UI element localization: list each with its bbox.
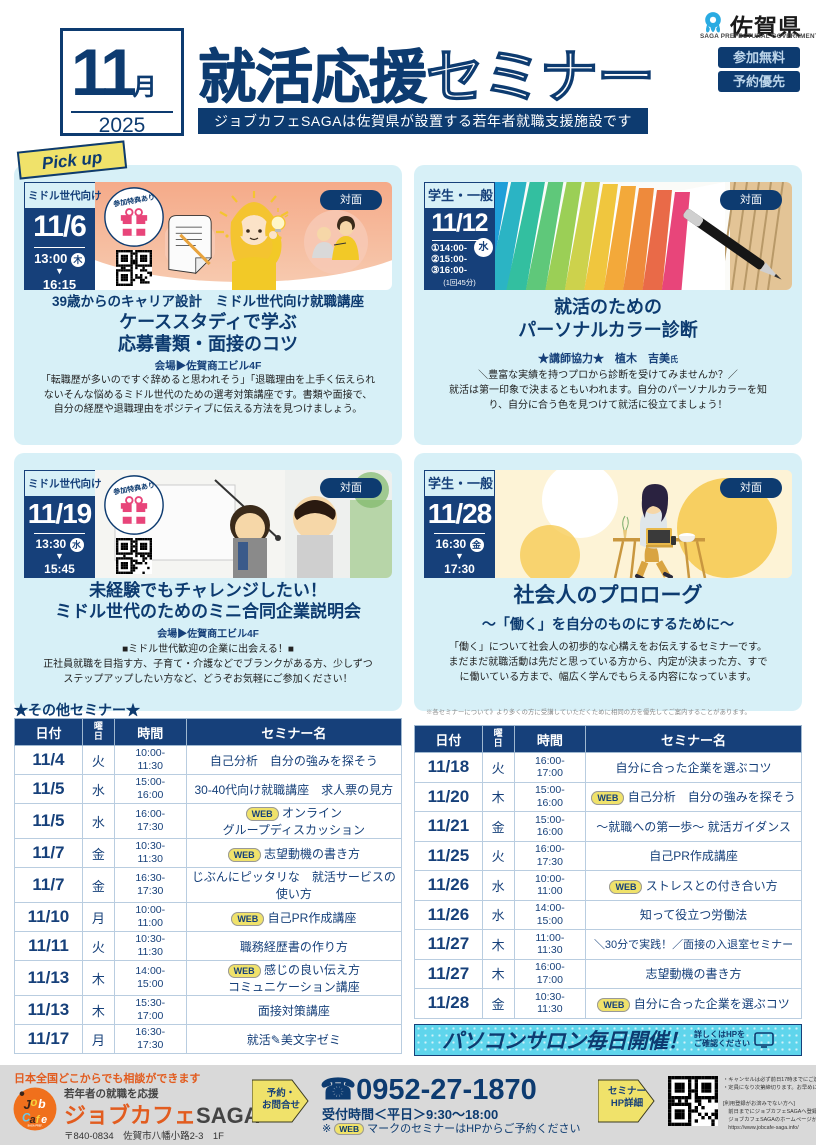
svg-text:b: b (38, 1097, 46, 1111)
svg-text:o: o (30, 1097, 37, 1109)
svg-text:SAGA PREF.: SAGA PREF. (27, 1125, 42, 1128)
